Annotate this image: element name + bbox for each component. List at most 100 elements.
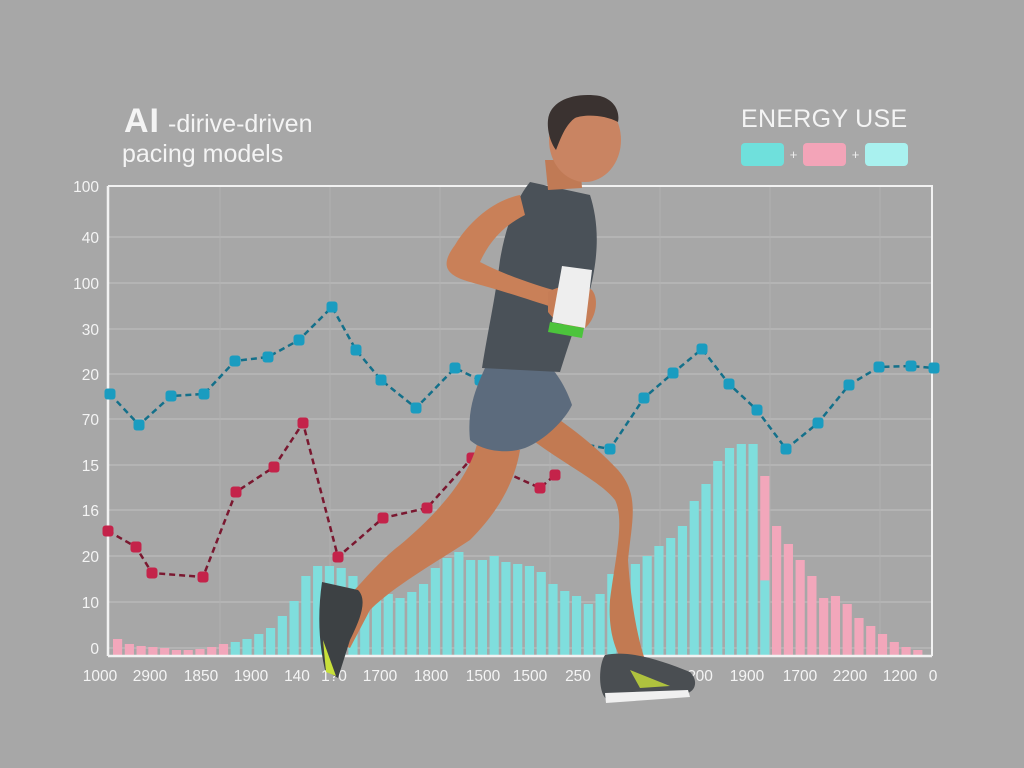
data-marker: [410, 402, 422, 414]
legend-swatches: + +: [741, 143, 908, 166]
bar: [913, 650, 923, 656]
runner-back-shoe: [319, 582, 363, 678]
bar: [724, 448, 735, 656]
y-tick-label: 10: [82, 595, 100, 612]
x-axis-labels: 1000 2900 1850 1900 140 1?0 1700 1800 1500 1500 25…: [83, 668, 938, 685]
bar: [265, 628, 276, 656]
bar: [583, 604, 593, 656]
bar: [289, 601, 299, 656]
data-marker: [449, 362, 461, 374]
bar: [748, 444, 758, 656]
data-marker: [165, 390, 177, 402]
data-marker: [102, 525, 114, 537]
bar: [642, 556, 652, 656]
x-tick-label: 140: [284, 668, 310, 685]
bar: [548, 584, 558, 656]
title-rest: -dirive-driven: [168, 110, 313, 138]
data-marker: [133, 419, 145, 431]
data-marker: [534, 482, 546, 494]
red-dashed-line: [107, 419, 556, 579]
bar: [395, 598, 405, 656]
bar: [383, 594, 393, 656]
bar: [524, 566, 535, 656]
bar: [807, 576, 817, 656]
legend-swatch-b: [803, 143, 846, 166]
chart-title: AI -dirive-driven pacing models: [122, 104, 313, 167]
data-marker: [928, 362, 940, 374]
bar: [454, 552, 464, 656]
bar: [595, 594, 605, 656]
bar: [195, 649, 205, 656]
x-tick-label: 1500: [513, 668, 548, 685]
data-marker: [229, 355, 241, 367]
y-tick-label: 100: [73, 179, 99, 196]
data-marker: [421, 502, 433, 514]
data-marker: [905, 360, 917, 372]
y-tick-label: 20: [82, 367, 100, 384]
bar: [207, 647, 217, 656]
y-tick-label: 0: [90, 641, 99, 658]
runner-front-shoe: [600, 653, 696, 700]
data-marker: [104, 388, 116, 400]
bar: [277, 616, 287, 656]
bar: [701, 484, 711, 656]
legend-swatch-c: [865, 143, 908, 166]
y-tick-label: 70: [82, 412, 100, 429]
bar: [866, 626, 876, 656]
bar: [560, 591, 570, 656]
runner-back-leg: [332, 440, 520, 648]
bar: [889, 642, 899, 656]
x-tick-label: 1900: [234, 668, 269, 685]
bar: [795, 560, 805, 656]
legend: ENERGY USE + +: [741, 105, 908, 166]
x-tick-label: 1700: [783, 668, 818, 685]
data-marker: [293, 334, 305, 346]
bar: [736, 444, 746, 656]
x-tick-label: 1900: [730, 668, 765, 685]
data-marker: [696, 343, 708, 355]
chart-frame: [106, 185, 933, 658]
y-tick-label: 100: [73, 276, 99, 293]
bar: [877, 634, 888, 656]
x-tick-label: 2200: [833, 668, 868, 685]
bar: [654, 546, 664, 656]
legend-title: ENERGY USE: [741, 105, 908, 133]
y-tick-label: 20: [82, 549, 100, 566]
x-tick-label: 1800: [414, 668, 449, 685]
bar: [677, 526, 688, 656]
data-marker: [197, 571, 209, 583]
data-marker: [262, 351, 274, 363]
bar: [513, 564, 523, 656]
data-marker: [130, 541, 142, 553]
y-tick-label: 30: [82, 322, 100, 339]
bar: [571, 596, 582, 656]
bar: [689, 501, 699, 656]
bar: [772, 526, 782, 656]
bar: [124, 644, 134, 656]
runner-arm: [446, 195, 560, 308]
data-marker: [377, 512, 389, 524]
data-marker: [604, 443, 616, 455]
bar: [242, 639, 252, 656]
bar: [830, 596, 841, 656]
bar: [842, 604, 852, 656]
runner-shorts: [469, 362, 572, 452]
bar: [466, 560, 476, 656]
blue-dashed-line: [109, 304, 935, 451]
y-tick-label: 15: [82, 458, 99, 475]
data-marker: [332, 551, 344, 563]
runner-hair: [547, 95, 619, 150]
bar: [819, 598, 829, 656]
runner-figure: [319, 95, 696, 703]
data-marker: [297, 417, 309, 429]
x-tick-label: 1200: [883, 668, 918, 685]
data-marker: [667, 367, 679, 379]
bar: [783, 544, 793, 656]
legend-swatch-a: [741, 143, 784, 166]
bar: [313, 566, 323, 656]
bar: [148, 647, 158, 656]
data-marker: [146, 567, 158, 579]
bar: [760, 476, 770, 656]
